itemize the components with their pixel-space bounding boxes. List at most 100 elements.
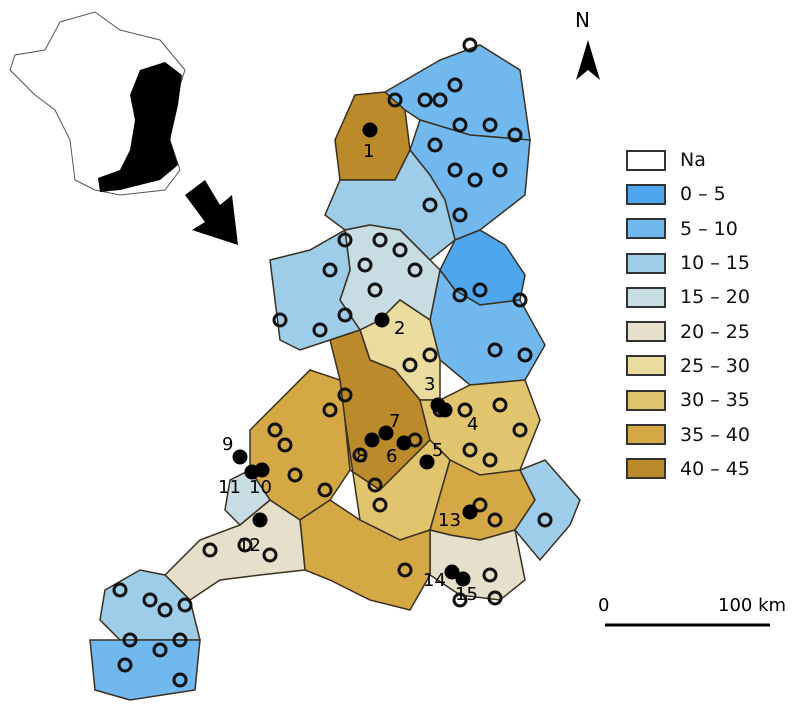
numbered-site-marker [396, 435, 412, 451]
sampling-site-marker [512, 292, 528, 308]
sampling-site-marker [262, 547, 278, 563]
site-number-label: 9 [222, 434, 233, 455]
sampling-site-marker [467, 172, 483, 188]
legend-label: 35 – 40 [680, 423, 750, 446]
numbered-site-marker [374, 312, 390, 328]
numbered-site-marker [252, 512, 268, 528]
legend-label: 25 – 30 [680, 354, 750, 377]
sampling-site-marker [492, 397, 508, 413]
sampling-site-marker [172, 632, 188, 648]
site-number-label: 7 [389, 411, 400, 432]
legend-swatch [626, 286, 666, 308]
sampling-site-marker [422, 197, 438, 213]
site-number-label: 14 [423, 570, 446, 591]
sampling-site-marker [402, 357, 418, 373]
sampling-site-marker [447, 77, 463, 93]
sampling-site-marker [117, 657, 133, 673]
legend-swatch [626, 389, 666, 411]
legend-swatch [626, 252, 666, 274]
legend-label: 0 – 5 [680, 183, 726, 206]
numbered-site-marker [462, 504, 478, 520]
site-number-label: 4 [467, 414, 478, 435]
sampling-site-marker [312, 322, 328, 338]
numbered-site-marker [364, 432, 380, 448]
study-area-inset [98, 62, 182, 192]
sampling-site-marker [322, 402, 338, 418]
legend-label: 10 – 15 [680, 252, 750, 275]
legend-swatch [626, 183, 666, 205]
site-number-label: 15 [455, 584, 478, 605]
sampling-site-marker [512, 422, 528, 438]
legend-item: 20 – 25 [626, 314, 750, 348]
numbered-site-marker [437, 402, 453, 418]
sampling-site-marker [177, 597, 193, 613]
sampling-site-marker [472, 282, 488, 298]
sampling-site-marker [357, 257, 373, 273]
sampling-site-marker [367, 477, 383, 493]
sampling-site-marker [392, 242, 408, 258]
legend-item: 30 – 35 [626, 383, 750, 417]
sampling-site-marker [482, 117, 498, 133]
sampling-site-marker [487, 512, 503, 528]
sampling-site-marker [452, 592, 468, 608]
sampling-site-marker [457, 402, 473, 418]
legend-item: Na [626, 143, 750, 177]
legend-label: Na [680, 149, 706, 172]
legend-swatch [626, 321, 666, 343]
legend-label: 40 – 45 [680, 457, 750, 480]
numbered-site-marker [444, 564, 460, 580]
sampling-site-marker [287, 467, 303, 483]
legend: Na 0 – 5 5 – 10 10 – 15 15 – 20 20 – 25 25 – 3… [626, 143, 750, 486]
legend-label: 30 – 35 [680, 389, 750, 412]
sampling-site-marker [152, 642, 168, 658]
site-number-label: 3 [424, 374, 435, 395]
sampling-site-marker [417, 92, 433, 108]
sampling-site-marker [462, 37, 478, 53]
sampling-site-marker [202, 542, 218, 558]
sampling-site-marker [387, 92, 403, 108]
legend-item: 35 – 40 [626, 417, 750, 451]
legend-swatch [626, 218, 666, 240]
sampling-site-marker [112, 582, 128, 598]
site-number-label: 1 [363, 141, 374, 162]
department-region [514, 459, 581, 562]
legend-swatch [626, 424, 666, 446]
sampling-site-marker [322, 262, 338, 278]
sampling-site-marker [472, 497, 488, 513]
sampling-site-marker [517, 347, 533, 363]
legend-label: 5 – 10 [680, 217, 738, 240]
sampling-site-marker [447, 162, 463, 178]
numbered-site-marker [419, 454, 435, 470]
department-region [89, 639, 201, 701]
sampling-site-marker [372, 232, 388, 248]
site-number-label: 6 [386, 446, 397, 467]
sampling-site-marker [367, 282, 383, 298]
sampling-site-marker [427, 137, 443, 153]
sampling-site-marker [277, 437, 293, 453]
pointer-arrow-icon [185, 180, 238, 245]
numbered-site-marker [378, 425, 394, 441]
legend-item: 15 – 20 [626, 280, 750, 314]
sampling-site-marker [492, 162, 508, 178]
numbered-site-marker [362, 122, 378, 138]
site-number-label: 2 [394, 318, 405, 339]
department-region [163, 499, 306, 601]
legend-item: 10 – 15 [626, 246, 750, 280]
site-number-label: 13 [438, 510, 461, 531]
sampling-site-marker [452, 207, 468, 223]
legend-label: 15 – 20 [680, 286, 750, 309]
legend-item: 40 – 45 [626, 452, 750, 486]
department-region [324, 148, 456, 262]
sampling-site-marker [272, 312, 288, 328]
legend-item: 25 – 30 [626, 349, 750, 383]
sampling-site-marker [487, 342, 503, 358]
sampling-site-marker [407, 262, 423, 278]
sampling-site-marker [537, 512, 553, 528]
sampling-site-marker [507, 127, 523, 143]
site-number-label: 12 [238, 535, 261, 556]
sampling-site-marker [237, 537, 253, 553]
numbered-site-marker [232, 449, 248, 465]
legend-swatch [626, 355, 666, 377]
sampling-site-marker [452, 117, 468, 133]
sampling-site-marker [397, 562, 413, 578]
